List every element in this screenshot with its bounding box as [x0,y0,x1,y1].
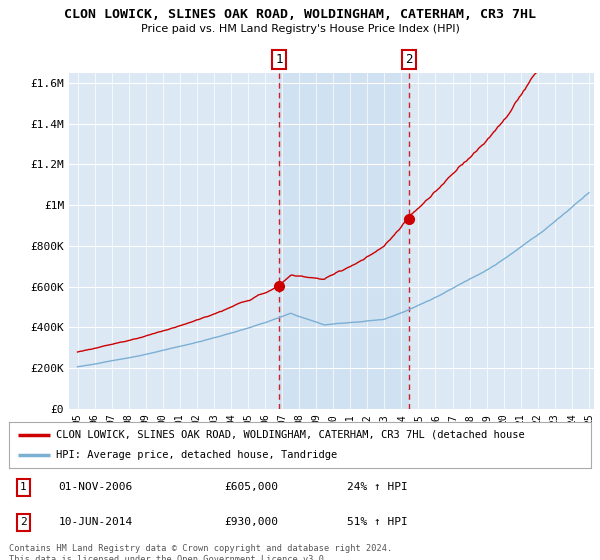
Text: 2: 2 [405,53,413,66]
Text: Price paid vs. HM Land Registry's House Price Index (HPI): Price paid vs. HM Land Registry's House … [140,24,460,34]
Bar [279,73,409,409]
Text: CLON LOWICK, SLINES OAK ROAD, WOLDINGHAM, CATERHAM, CR3 7HL: CLON LOWICK, SLINES OAK ROAD, WOLDINGHAM… [64,8,536,21]
Text: £605,000: £605,000 [224,483,278,492]
Text: HPI: Average price, detached house, Tandridge: HPI: Average price, detached house, Tand… [56,450,337,460]
Text: £930,000: £930,000 [224,517,278,528]
Text: Contains HM Land Registry data © Crown copyright and database right 2024.
This d: Contains HM Land Registry data © Crown c… [9,544,392,560]
Text: 24% ↑ HPI: 24% ↑ HPI [347,483,407,492]
Text: CLON LOWICK, SLINES OAK ROAD, WOLDINGHAM, CATERHAM, CR3 7HL (detached house: CLON LOWICK, SLINES OAK ROAD, WOLDINGHAM… [56,430,524,440]
Text: 1: 1 [275,53,283,66]
Text: 2: 2 [20,517,27,528]
Text: 1: 1 [20,483,27,492]
Text: 01-NOV-2006: 01-NOV-2006 [58,483,133,492]
Text: 51% ↑ HPI: 51% ↑ HPI [347,517,407,528]
Text: 10-JUN-2014: 10-JUN-2014 [58,517,133,528]
